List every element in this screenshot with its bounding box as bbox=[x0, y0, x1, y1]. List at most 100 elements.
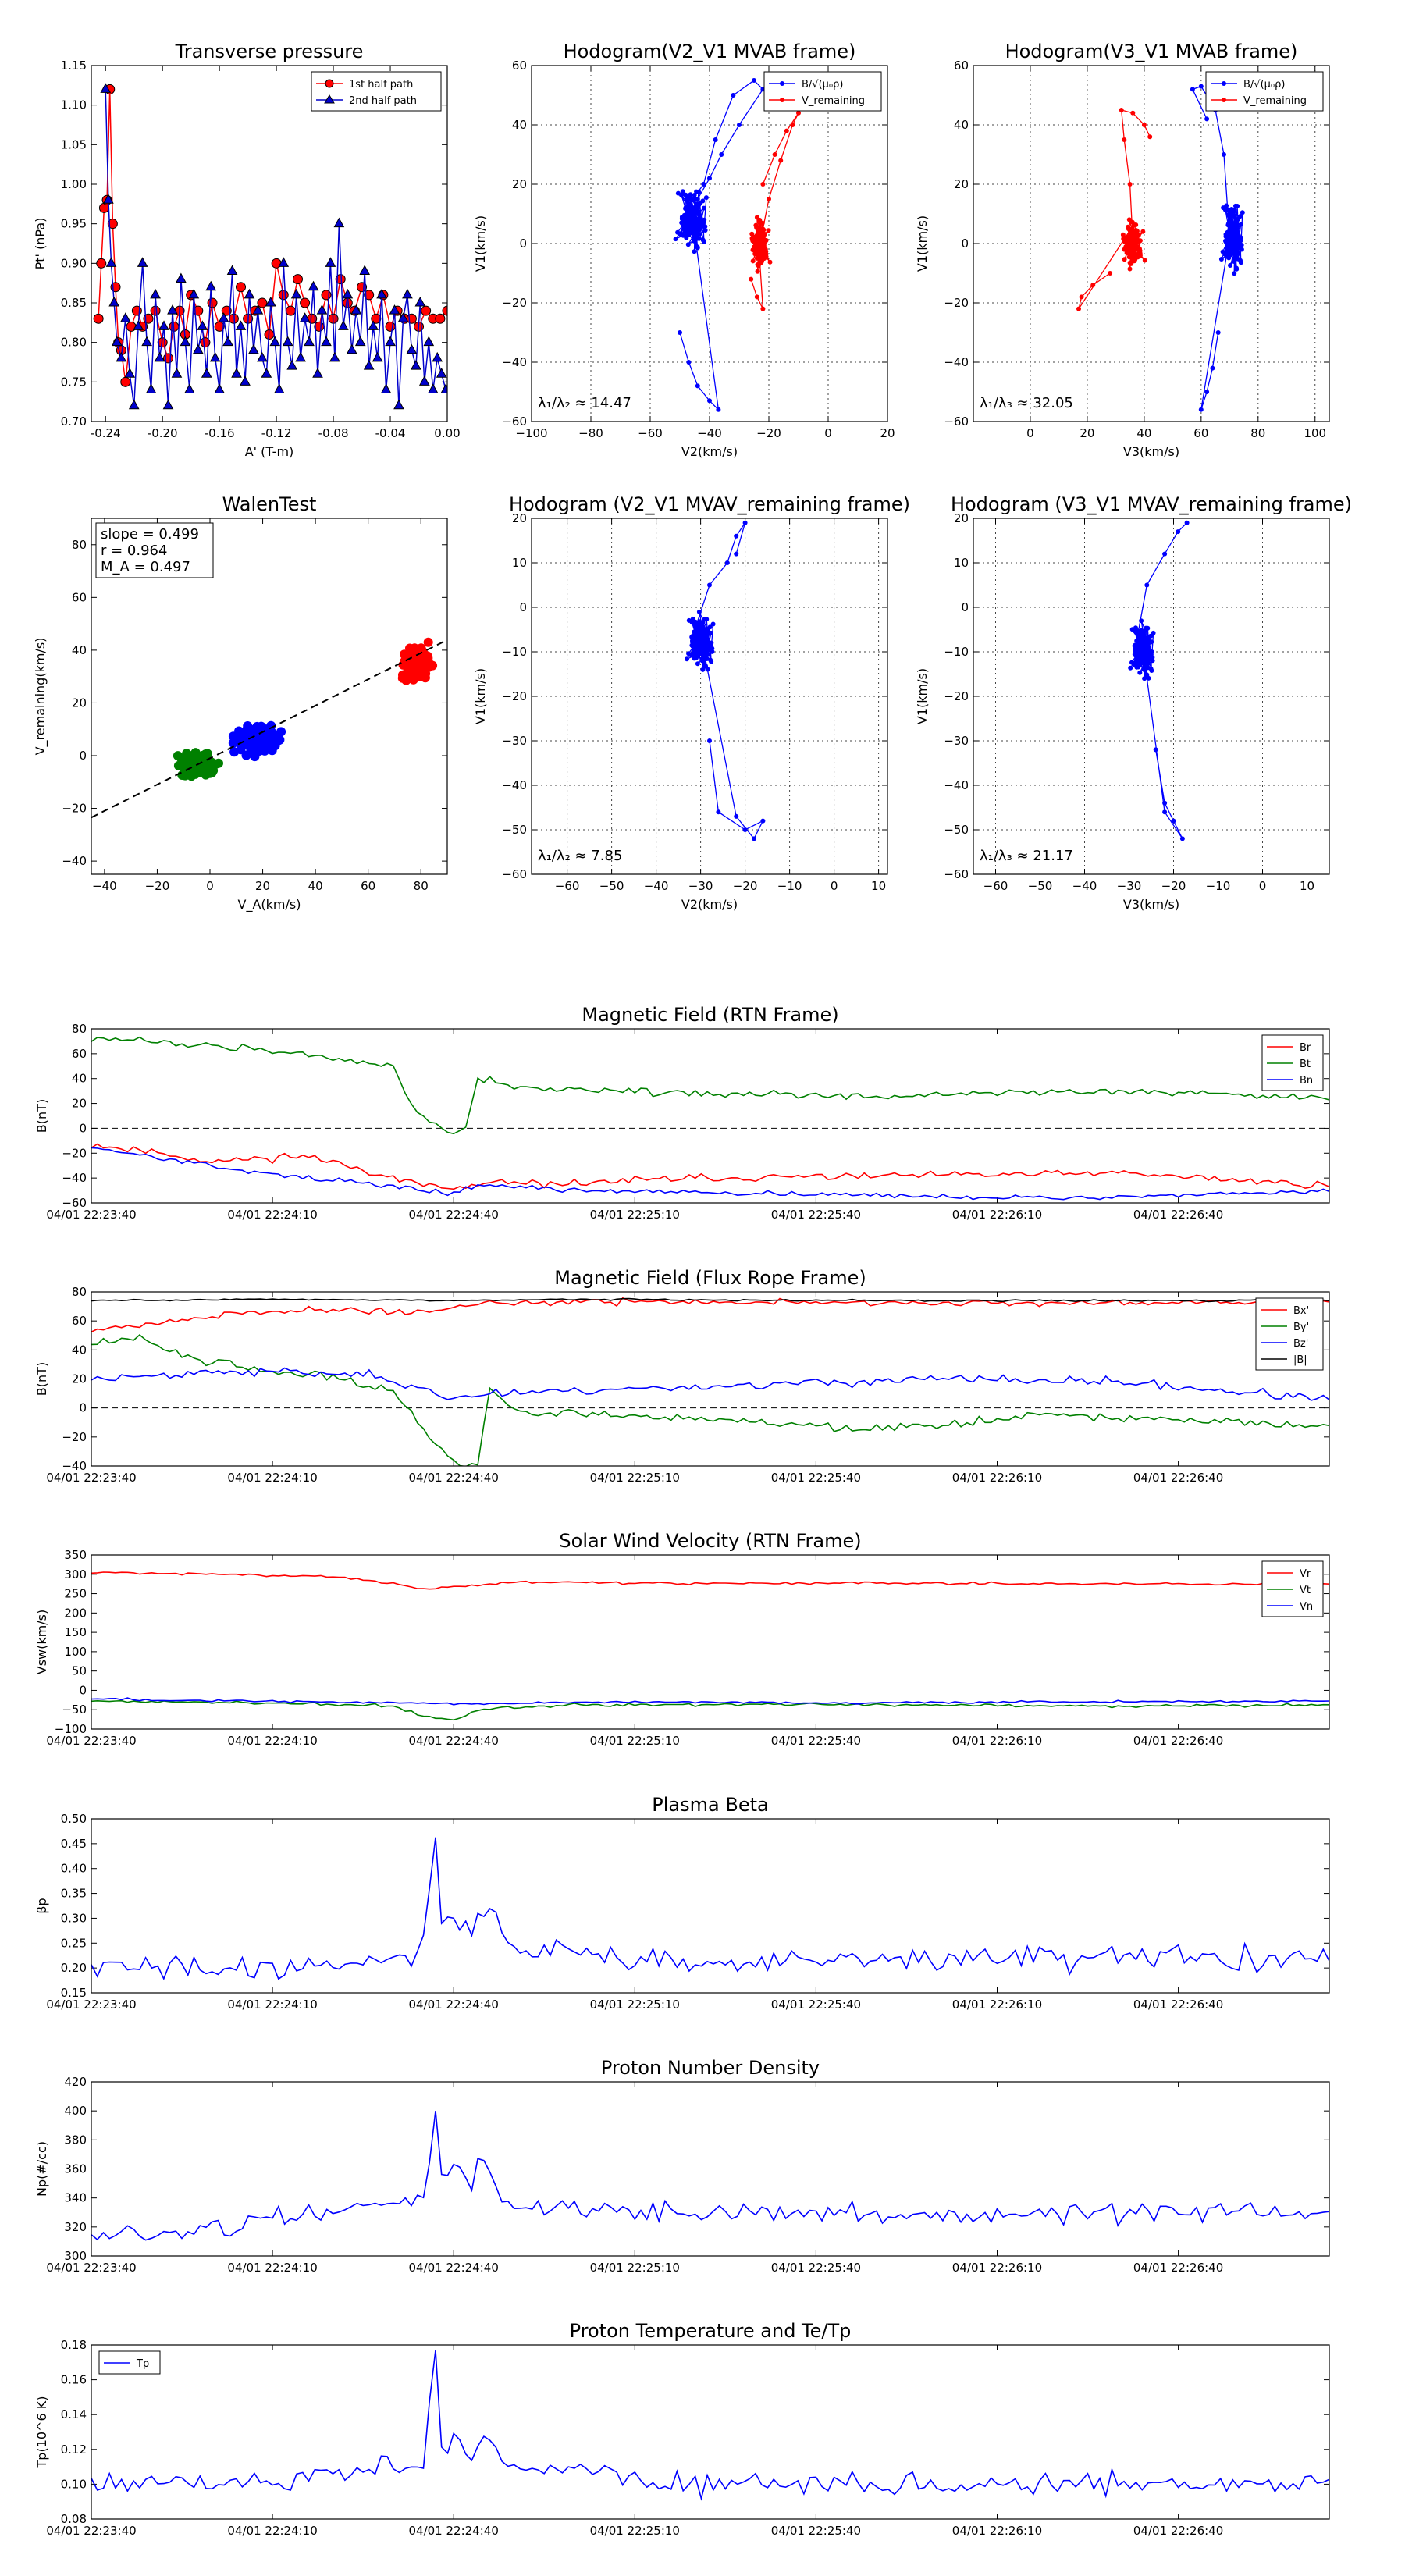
legend-frame bbox=[763, 71, 882, 112]
data-point bbox=[1090, 283, 1096, 288]
data-point bbox=[1079, 294, 1084, 300]
data-point bbox=[278, 290, 289, 301]
data-point bbox=[154, 351, 165, 362]
y-tick-label: 0.80 bbox=[61, 336, 87, 350]
x-tick-label: 04/01 22:23:40 bbox=[46, 1471, 136, 1485]
y-tick-label: 0.10 bbox=[61, 2477, 87, 2491]
data-point bbox=[111, 336, 123, 347]
data-point bbox=[703, 195, 709, 201]
legend-label: Bt bbox=[1300, 1059, 1311, 1070]
x-axis-label: V_A(km/s) bbox=[238, 897, 301, 913]
x-tick-label: 04/01 22:25:10 bbox=[590, 2261, 680, 2275]
panel-title: WalenTest bbox=[222, 493, 317, 515]
legend-frame bbox=[311, 71, 442, 112]
x-tick-label: -0.20 bbox=[148, 426, 178, 440]
data-point bbox=[124, 368, 136, 378]
y-tick-label: −20 bbox=[62, 1430, 87, 1444]
data-point bbox=[705, 632, 710, 637]
panel-hodo_v3v1_mvab: 0 20 40 60 80 100 −60 −40 −20 0 20 40 60 Hodogram(V3_… bbox=[915, 41, 1330, 459]
data-point bbox=[226, 265, 238, 275]
data-point bbox=[707, 624, 713, 630]
x-tick-label: -0.16 bbox=[205, 426, 235, 440]
y-tick-label: 20 bbox=[512, 177, 527, 191]
data-point bbox=[719, 152, 724, 157]
data-point bbox=[276, 727, 286, 737]
y-tick-label: −40 bbox=[944, 355, 969, 369]
series-Bn bbox=[91, 1147, 1329, 1201]
y-tick-label: 20 bbox=[954, 511, 969, 525]
data-point bbox=[1148, 666, 1154, 671]
data-point bbox=[691, 208, 696, 214]
y-tick-label: 420 bbox=[64, 2075, 87, 2089]
panel-title: Hodogram (V3_V1 MVAV_remaining frame) bbox=[951, 493, 1352, 515]
x-tick-label: 0 bbox=[831, 879, 838, 893]
data-point bbox=[699, 638, 704, 643]
data-point bbox=[1126, 239, 1132, 244]
data-point bbox=[1232, 237, 1237, 243]
y-tick-label: −60 bbox=[944, 415, 969, 429]
data-point bbox=[784, 128, 789, 133]
data-point bbox=[757, 240, 763, 246]
legend-label: B/√(μ₀ρ) bbox=[802, 79, 843, 91]
data-point bbox=[796, 110, 801, 116]
x-tick-label: 04/01 22:24:40 bbox=[409, 1471, 499, 1485]
series-By' bbox=[91, 1333, 1329, 1466]
data-point bbox=[108, 296, 120, 307]
data-point bbox=[1233, 256, 1239, 262]
panel-proton_temperature: 04/01 22:23:40 04/01 22:24:10 04/01 22:24:… bbox=[34, 2320, 1330, 2538]
data-point bbox=[1235, 240, 1240, 246]
axes-frame bbox=[531, 518, 888, 875]
plot-area bbox=[91, 1837, 1329, 1981]
data-point bbox=[778, 158, 784, 163]
data-point bbox=[1239, 243, 1244, 247]
data-point bbox=[1179, 836, 1185, 841]
data-point bbox=[1127, 182, 1133, 187]
data-point bbox=[167, 304, 178, 315]
series-Np bbox=[91, 2111, 1329, 2241]
y-tick-label: −40 bbox=[62, 1171, 87, 1185]
data-point bbox=[713, 137, 718, 142]
y-axis-label: Tp(10^6 K) bbox=[34, 2396, 49, 2469]
data-point bbox=[1140, 647, 1146, 653]
data-point bbox=[691, 237, 696, 242]
stat-r: r = 0.964 bbox=[101, 543, 167, 559]
x-tick-label: 04/01 22:26:40 bbox=[1133, 2261, 1223, 2275]
legend: Br Bt Bn bbox=[1261, 1034, 1324, 1091]
data-point bbox=[1136, 233, 1141, 238]
data-point bbox=[100, 83, 112, 93]
data-point bbox=[205, 280, 217, 291]
y-tick-label: 60 bbox=[512, 59, 527, 73]
data-point bbox=[695, 646, 700, 652]
x-tick-label: −100 bbox=[515, 426, 547, 440]
y-tick-label: 60 bbox=[954, 59, 969, 73]
y-tick-label: 0.20 bbox=[61, 1961, 87, 1975]
data-point bbox=[1237, 214, 1243, 219]
data-point bbox=[1122, 137, 1127, 142]
data-point bbox=[1141, 123, 1147, 127]
data-point bbox=[685, 656, 689, 662]
stat-slope: slope = 0.499 bbox=[101, 526, 199, 543]
data-point bbox=[1224, 203, 1229, 208]
x-tick-label: 60 bbox=[1193, 426, 1208, 440]
data-point bbox=[689, 635, 695, 639]
data-point bbox=[350, 304, 362, 315]
legend-label: Bz' bbox=[1293, 1338, 1308, 1350]
y-tick-label: −60 bbox=[944, 867, 969, 881]
data-point bbox=[1126, 246, 1130, 251]
legend-label: Vt bbox=[1300, 1585, 1311, 1596]
data-point bbox=[734, 551, 739, 557]
legend: Bx' By' Bz' |B| bbox=[1255, 1297, 1324, 1371]
y-tick-label: −40 bbox=[62, 1459, 87, 1473]
data-point bbox=[700, 643, 706, 649]
x-tick-label: 04/01 22:26:40 bbox=[1133, 1471, 1223, 1485]
y-tick-label: 0.14 bbox=[61, 2407, 87, 2421]
data-point bbox=[750, 238, 756, 244]
x-tick-label: −60 bbox=[555, 879, 580, 893]
data-point bbox=[750, 258, 756, 264]
y-tick-label: −40 bbox=[944, 778, 969, 792]
x-tick-label: 04/01 22:26:40 bbox=[1133, 2524, 1223, 2538]
data-point bbox=[184, 383, 195, 393]
data-point bbox=[312, 368, 323, 378]
y-axis-label: V1(km/s) bbox=[473, 668, 488, 724]
data-point bbox=[292, 274, 303, 285]
